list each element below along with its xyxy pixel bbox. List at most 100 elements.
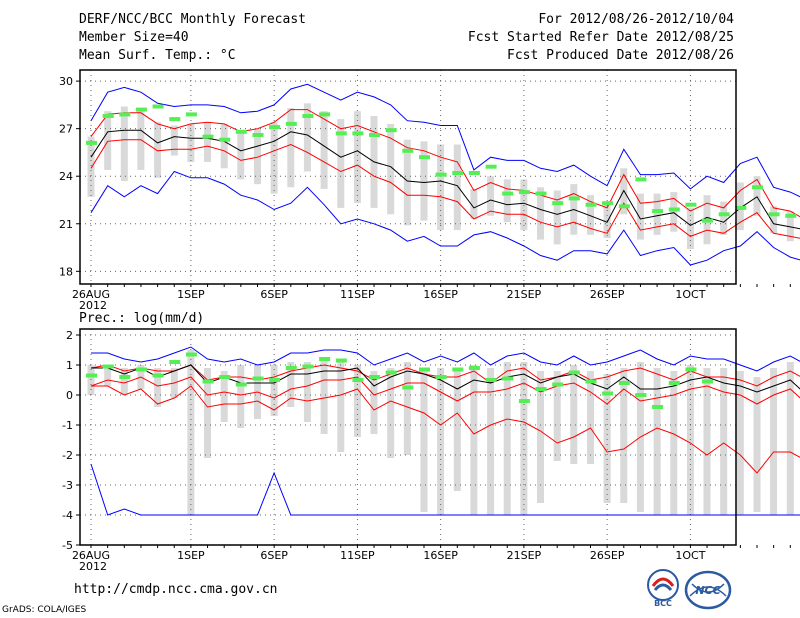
mean-marker — [185, 352, 197, 357]
mean-marker — [86, 373, 97, 378]
footer-url[interactable]: http://cmdp.ncc.cma.gov.cn — [74, 582, 278, 597]
x-tick-label: 1SEP — [177, 288, 205, 301]
mean-marker — [468, 366, 480, 370]
y-tick-label: -3 — [62, 479, 73, 492]
spread-bar — [420, 368, 428, 512]
spread-bar — [170, 125, 178, 156]
member-size: Member Size=40 — [79, 30, 189, 45]
spread-bar — [254, 128, 261, 185]
spread-bar — [303, 362, 311, 422]
spread-bar — [270, 365, 278, 416]
spread-bar — [620, 368, 628, 503]
min-envelope-line — [90, 463, 800, 516]
spread-bar — [187, 350, 195, 515]
mean-marker — [202, 134, 214, 139]
mean-marker — [119, 112, 131, 117]
x-tick-label: 16SEP — [423, 288, 458, 301]
y-tick-label: -2 — [62, 449, 73, 462]
forecast-produced-date: Fcst Produced Date 2012/08/26 — [507, 48, 734, 63]
mean-marker — [552, 201, 564, 206]
spread-bar — [770, 206, 778, 234]
x-tick-label: 11SEP — [340, 288, 375, 301]
spread-bar — [470, 188, 478, 219]
spread-bar — [154, 122, 162, 178]
mean-marker — [618, 204, 630, 209]
y-tick-label: 24 — [59, 170, 73, 183]
spread-bar — [603, 374, 611, 503]
mean-marker — [502, 376, 514, 381]
spread-bar — [753, 176, 761, 216]
ensemble-median-line — [90, 129, 800, 230]
mean-marker — [285, 121, 297, 126]
spread-bar — [287, 108, 295, 188]
y-tick-label: -5 — [62, 539, 73, 552]
mean-marker — [252, 133, 264, 137]
spread-bar — [420, 141, 428, 221]
y-tick-label: 30 — [59, 75, 73, 88]
mean-marker — [252, 376, 264, 381]
mean-marker — [102, 114, 114, 118]
mean-marker — [435, 172, 447, 177]
x-tick-label: 1OCT — [675, 549, 705, 562]
spread-bar — [187, 123, 195, 162]
spread-bar — [503, 179, 511, 223]
max-envelope-line — [90, 83, 800, 198]
temperature-panel: 18 21 24 27 30 26AUG 1SEP 6SEP 11SEP 16SEP 21SEP 26… — [59, 69, 800, 312]
spread-bar — [487, 368, 495, 515]
mean-marker — [152, 373, 164, 378]
mean-marker — [352, 131, 364, 136]
spread-bar — [220, 123, 228, 169]
mean-marker — [302, 364, 314, 369]
spread-bar — [553, 190, 561, 245]
spread-bar — [237, 131, 245, 180]
x-tick-label: 6SEP — [260, 288, 288, 301]
spread-bar — [720, 201, 728, 235]
spread-bar — [204, 368, 211, 458]
mean-marker — [502, 191, 514, 196]
mean-marker — [235, 129, 247, 134]
upper-spread-line — [90, 109, 800, 218]
spread-bar — [470, 365, 478, 515]
x-tick-label: 26AUG — [72, 288, 110, 301]
lower-spread-line — [90, 376, 800, 405]
mean-marker — [352, 378, 364, 382]
x-tick-label: 26SEP — [590, 288, 625, 301]
bcc-logo: BCC — [647, 569, 679, 608]
spread-bar — [720, 368, 728, 515]
spread-bar — [453, 144, 461, 231]
spread-bar — [753, 377, 761, 512]
year-label: 2012 — [79, 560, 107, 573]
mean-marker — [385, 128, 397, 133]
spread-bar — [686, 207, 694, 250]
forecast-period: For 2012/08/26-2012/10/04 — [538, 12, 734, 27]
mean-marker — [169, 360, 181, 364]
spread-bar — [137, 111, 145, 170]
spread-bar — [87, 136, 95, 197]
spread-bar — [204, 122, 211, 162]
spread-bar — [287, 362, 295, 407]
spread-bar — [786, 362, 794, 515]
spread-bar — [437, 368, 445, 515]
mean-marker — [302, 114, 314, 118]
spread-bar — [770, 368, 778, 515]
spread-bar — [670, 192, 678, 232]
spread-bar — [320, 111, 328, 189]
spread-bar — [270, 122, 278, 194]
mean-marker — [185, 112, 197, 117]
x-tick-label: 21SEP — [507, 549, 542, 562]
mean-marker — [585, 202, 597, 207]
mean-marker — [635, 177, 647, 182]
y-tick-label: 0 — [66, 389, 73, 402]
mean-marker — [285, 366, 297, 370]
mean-marker — [319, 112, 331, 117]
ncc-logo: NCC — [684, 570, 732, 610]
x-tick-label: 16SEP — [423, 549, 458, 562]
spread-bar — [587, 371, 594, 464]
spread-bar — [353, 365, 361, 437]
mean-marker — [319, 357, 331, 361]
mean-marker — [635, 393, 647, 397]
mean-marker — [452, 171, 464, 175]
mean-marker — [485, 378, 497, 382]
spread-bar — [120, 106, 128, 181]
